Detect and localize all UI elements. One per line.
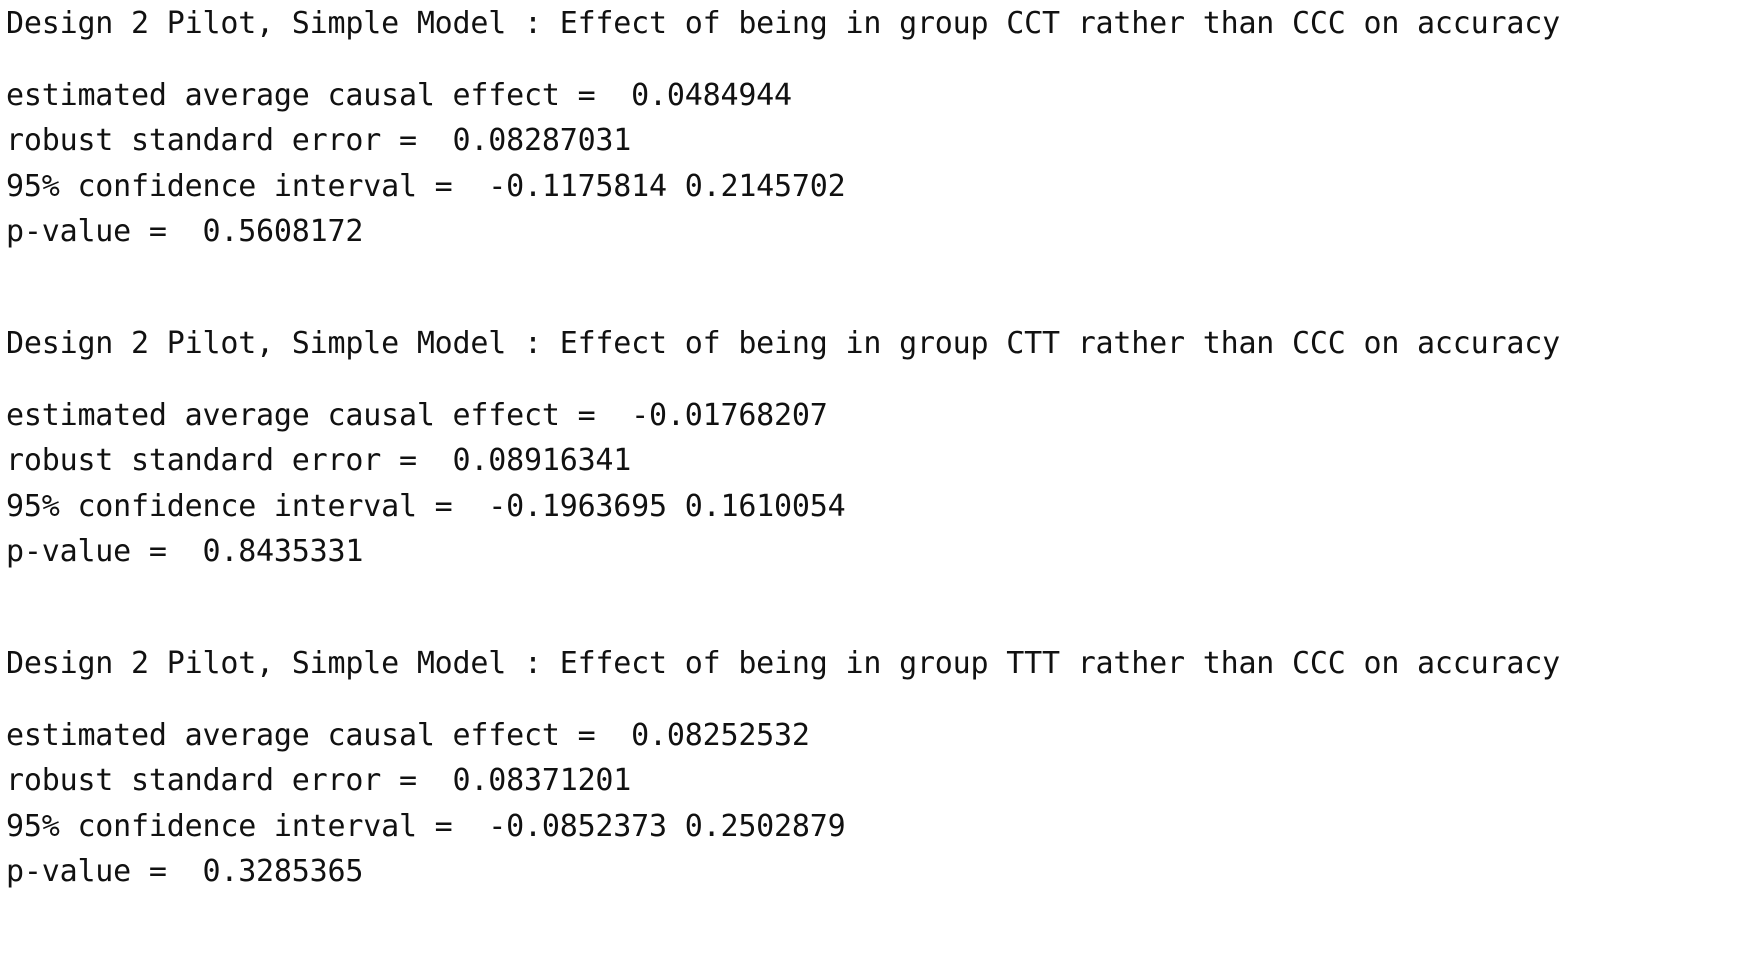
result-heading: Design 2 Pilot, Simple Model : Effect of…	[6, 646, 1560, 681]
confidence-interval-line: 95% confidence interval = -0.1963695 0.1…	[6, 489, 846, 524]
p-value-line: p-value = 0.8435331	[6, 534, 364, 569]
confidence-interval-line: 95% confidence interval = -0.0852373 0.2…	[6, 809, 846, 844]
result-block-cct: Design 2 Pilot, Simple Model : Effect of…	[6, 0, 1746, 320]
result-block-ctt: Design 2 Pilot, Simple Model : Effect of…	[6, 320, 1746, 640]
results-document: Design 2 Pilot, Simple Model : Effect of…	[6, 0, 1746, 960]
p-value-line: p-value = 0.5608172	[6, 214, 364, 249]
effect-estimate-line: estimated average causal effect = 0.0484…	[6, 78, 792, 113]
p-value-line: p-value = 0.3285365	[6, 854, 364, 889]
effect-estimate-line: estimated average causal effect = -0.017…	[6, 398, 828, 433]
confidence-interval-line: 95% confidence interval = -0.1175814 0.2…	[6, 169, 846, 204]
result-heading: Design 2 Pilot, Simple Model : Effect of…	[6, 6, 1560, 41]
standard-error-line: robust standard error = 0.08371201	[6, 763, 632, 798]
result-heading: Design 2 Pilot, Simple Model : Effect of…	[6, 326, 1560, 361]
result-block-ttt: Design 2 Pilot, Simple Model : Effect of…	[6, 640, 1746, 960]
standard-error-line: robust standard error = 0.08916341	[6, 443, 632, 478]
standard-error-line: robust standard error = 0.08287031	[6, 123, 632, 158]
effect-estimate-line: estimated average causal effect = 0.0825…	[6, 718, 810, 753]
